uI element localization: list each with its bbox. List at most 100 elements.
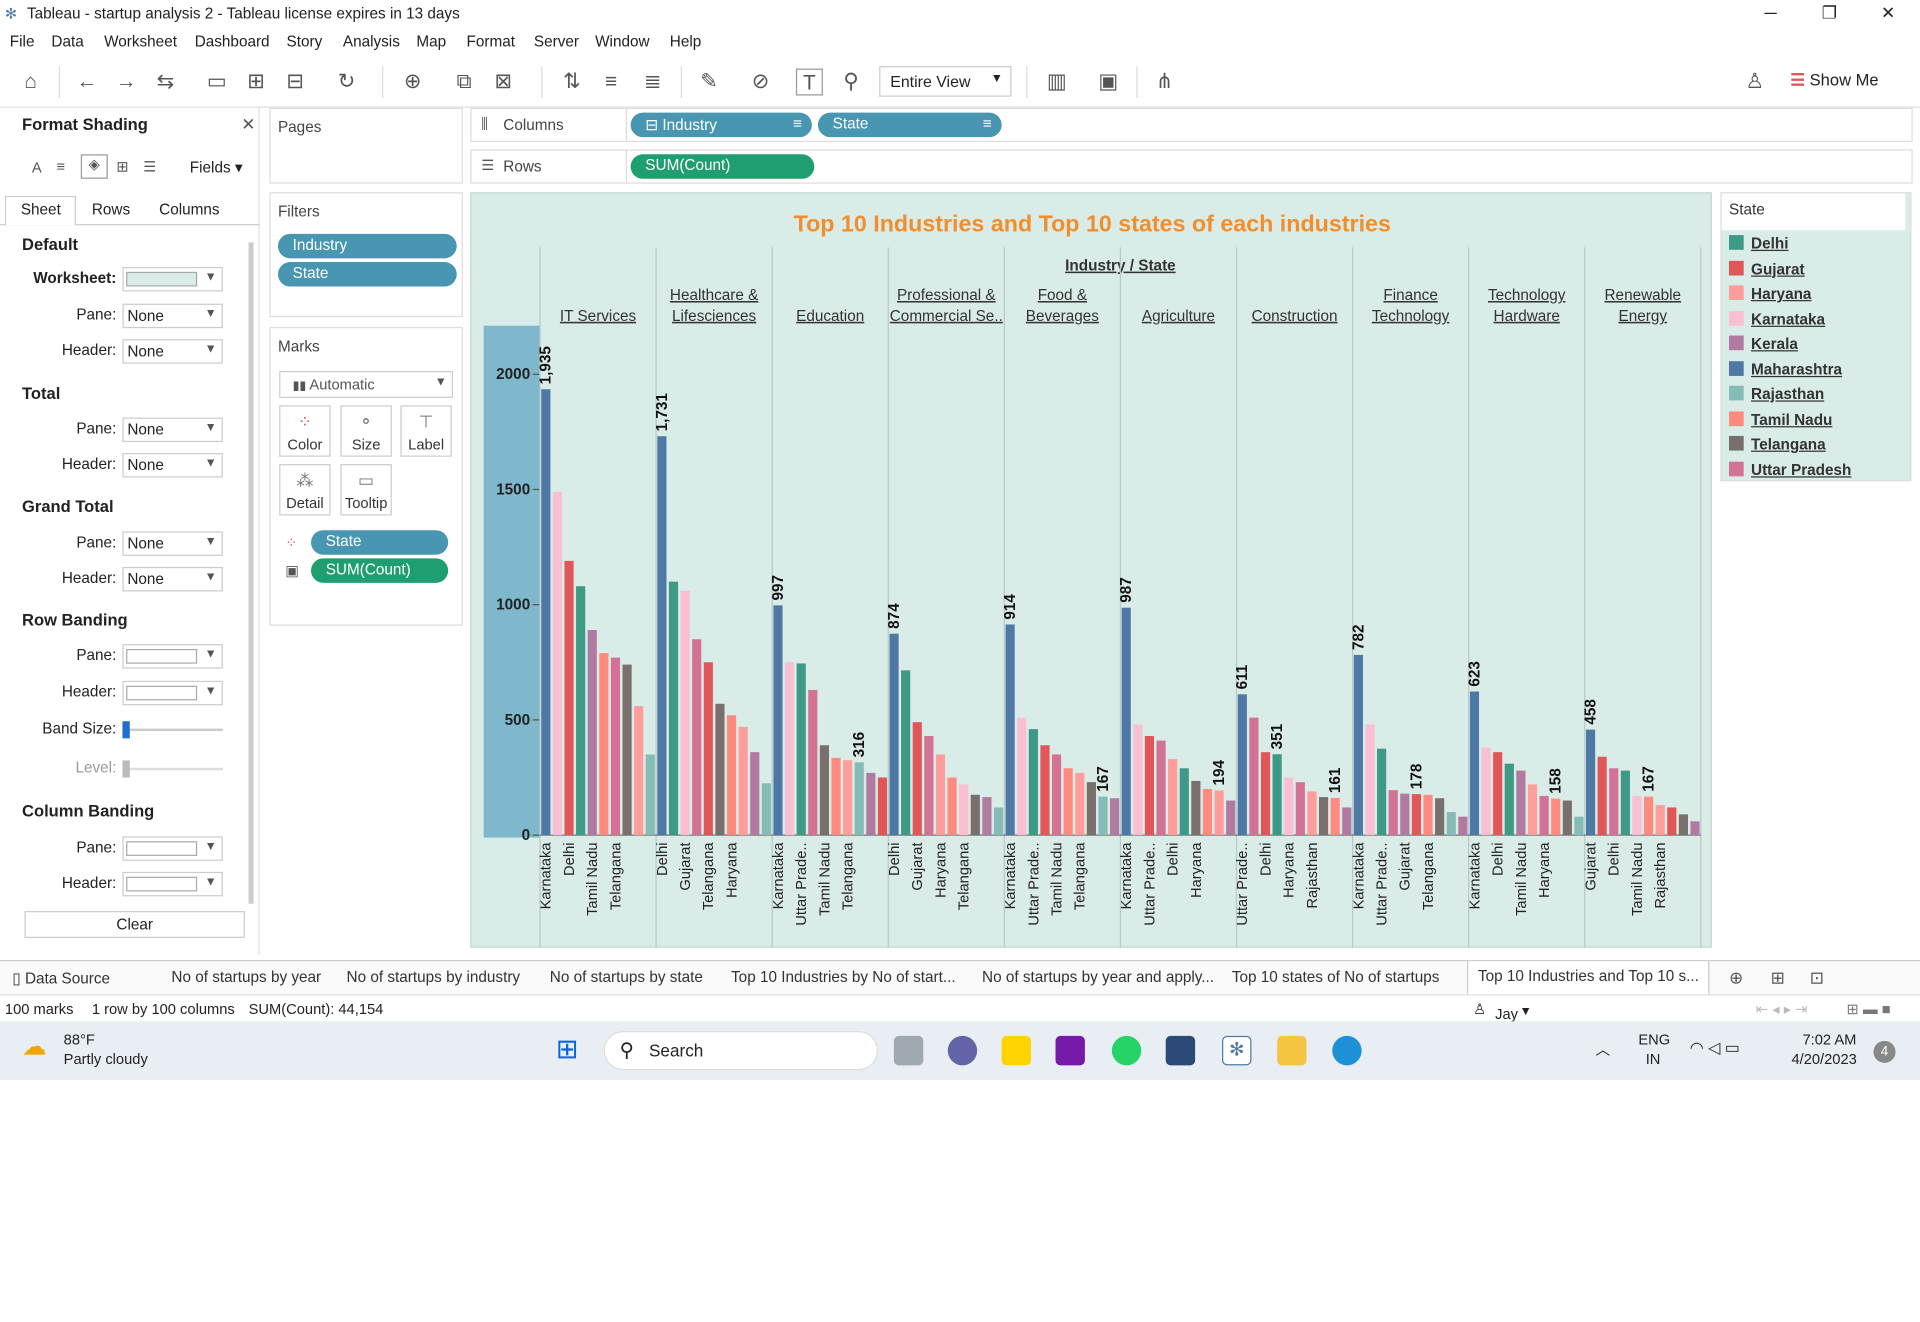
bar[interactable] xyxy=(924,736,934,836)
onenote-icon[interactable] xyxy=(1055,1035,1085,1066)
bar[interactable] xyxy=(1644,796,1654,836)
swap-icon[interactable]: ⇆ xyxy=(156,69,175,94)
bar[interactable] xyxy=(1342,807,1352,836)
bar[interactable] xyxy=(1551,798,1561,836)
new-dashboard-tab-icon[interactable]: ⊞ xyxy=(1770,967,1785,987)
share-icon[interactable]: ⋔ xyxy=(1155,69,1174,94)
tab-data-source[interactable]: ▯ Data Source xyxy=(12,969,110,987)
bar[interactable] xyxy=(854,762,864,836)
bar[interactable] xyxy=(1574,816,1584,836)
close-icon[interactable]: ✕ xyxy=(1880,2,1896,23)
marks-sum-count-pill[interactable]: SUM(Count) xyxy=(311,558,449,583)
menu-help[interactable]: Help xyxy=(669,33,702,51)
label-button[interactable]: ⊤ Label xyxy=(400,405,452,457)
bar[interactable] xyxy=(564,560,574,836)
bar[interactable] xyxy=(796,663,806,836)
bar[interactable] xyxy=(831,757,841,836)
bar[interactable] xyxy=(1504,763,1514,836)
bar[interactable] xyxy=(808,689,818,836)
legend-item[interactable]: Karnataka xyxy=(1728,310,1825,328)
bar[interactable] xyxy=(761,783,771,836)
tab-top-10-states[interactable]: Top 10 states of No of startups xyxy=(1231,968,1440,986)
size-button[interactable]: ⚬ Size xyxy=(340,405,392,457)
bar[interactable] xyxy=(1377,748,1387,836)
slider-handle[interactable] xyxy=(122,721,130,739)
bar[interactable] xyxy=(889,633,899,836)
legend-item[interactable]: Haryana xyxy=(1728,285,1811,302)
home-icon[interactable]: ⌂ xyxy=(24,69,37,94)
language-1[interactable]: ENG xyxy=(1638,1031,1671,1049)
bar[interactable] xyxy=(773,605,783,836)
bar[interactable] xyxy=(1493,752,1503,836)
bar[interactable] xyxy=(935,754,946,836)
undo-icon[interactable]: ← xyxy=(76,69,98,94)
legend-item[interactable]: Delhi xyxy=(1728,235,1788,252)
bar[interactable] xyxy=(982,797,992,836)
bar[interactable] xyxy=(1086,782,1096,836)
grand-total-pane-dropdown[interactable]: None ▼ xyxy=(122,531,223,556)
bar[interactable] xyxy=(1017,717,1027,836)
menu-format[interactable]: Format xyxy=(466,33,516,51)
filters-shelf[interactable]: Filters Industry State xyxy=(269,192,463,318)
bar[interactable] xyxy=(1400,793,1410,836)
close-panel-icon[interactable]: ✕ xyxy=(241,113,256,134)
new-worksheet-tab-icon[interactable]: ⊕ xyxy=(1728,967,1744,987)
bar[interactable] xyxy=(819,745,829,836)
bar[interactable] xyxy=(1133,724,1143,836)
grid-view-icon[interactable]: ⊞ ▬ ■ xyxy=(1846,1000,1891,1018)
bar[interactable] xyxy=(680,590,690,836)
bar[interactable] xyxy=(1527,784,1538,836)
worksheet-shading-dropdown[interactable]: ▼ xyxy=(122,266,223,292)
bar[interactable] xyxy=(1005,624,1015,836)
default-header-dropdown[interactable]: None ▼ xyxy=(122,339,223,364)
menu-data[interactable]: Data xyxy=(51,33,84,51)
bar[interactable] xyxy=(912,722,922,836)
bar[interactable] xyxy=(1458,816,1468,836)
tab-columns[interactable]: Columns xyxy=(159,200,220,218)
cards-icon[interactable]: ▥ xyxy=(1046,69,1067,94)
refresh-icon[interactable]: ↻ xyxy=(337,69,356,94)
grand-total-header-dropdown[interactable]: None ▼ xyxy=(122,566,223,592)
tab-startups-by-year[interactable]: No of startups by year xyxy=(171,968,322,986)
bar[interactable] xyxy=(1609,768,1619,836)
bar[interactable] xyxy=(1179,768,1189,836)
legend-item[interactable]: Rajasthan xyxy=(1728,385,1824,403)
borders-icon[interactable]: ⊞ xyxy=(116,157,129,176)
bar[interactable] xyxy=(1272,754,1282,836)
bar[interactable] xyxy=(552,491,562,836)
bar[interactable] xyxy=(947,777,957,836)
windows-start-icon[interactable]: ⊞ xyxy=(555,1033,579,1065)
columns-state-pill[interactable]: State ≡ xyxy=(817,112,1002,138)
bar[interactable] xyxy=(587,630,597,836)
bar[interactable] xyxy=(1597,756,1607,836)
font-icon[interactable]: A xyxy=(31,159,42,177)
bar[interactable] xyxy=(1168,759,1178,836)
columns-industry-pill[interactable]: ⊟ Industry ≡ xyxy=(630,112,812,138)
duplicate-icon[interactable]: ⧉ xyxy=(456,69,472,94)
legend-item[interactable]: Telangana xyxy=(1728,435,1826,453)
bar[interactable] xyxy=(1249,717,1259,836)
bar[interactable] xyxy=(1318,797,1329,836)
detail-button[interactable]: ⁂ Detail xyxy=(279,464,331,516)
bar[interactable] xyxy=(1411,794,1422,836)
bar[interactable] xyxy=(1481,747,1491,836)
new-story-tab-icon[interactable]: ⊡ xyxy=(1809,967,1825,987)
shading-icon[interactable]: ◈ xyxy=(80,154,108,179)
bar[interactable] xyxy=(1330,798,1340,836)
menu-dashboard[interactable]: Dashboard xyxy=(194,33,270,51)
fields-dropdown[interactable]: Fields ▾ xyxy=(189,159,243,177)
bar[interactable] xyxy=(715,703,725,836)
tab-startups-by-year-apply[interactable]: No of startups by year and apply... xyxy=(982,968,1215,986)
whatsapp-icon[interactable] xyxy=(1111,1035,1142,1066)
bar[interactable] xyxy=(622,664,632,836)
group-icon[interactable]: ⊘ xyxy=(751,69,770,94)
menu-map[interactable]: Map xyxy=(416,33,447,51)
restore-icon[interactable]: ❐ xyxy=(1821,2,1838,23)
wifi-icon[interactable]: ◠ ◁ ▭ xyxy=(1689,1038,1740,1057)
show-me-button[interactable]: ☰ Show Me xyxy=(1790,71,1878,91)
edge-icon[interactable] xyxy=(1332,1035,1362,1066)
bar[interactable] xyxy=(1237,694,1247,836)
bar[interactable] xyxy=(1423,794,1433,836)
bar[interactable] xyxy=(576,586,586,836)
teams-icon[interactable] xyxy=(947,1035,978,1066)
